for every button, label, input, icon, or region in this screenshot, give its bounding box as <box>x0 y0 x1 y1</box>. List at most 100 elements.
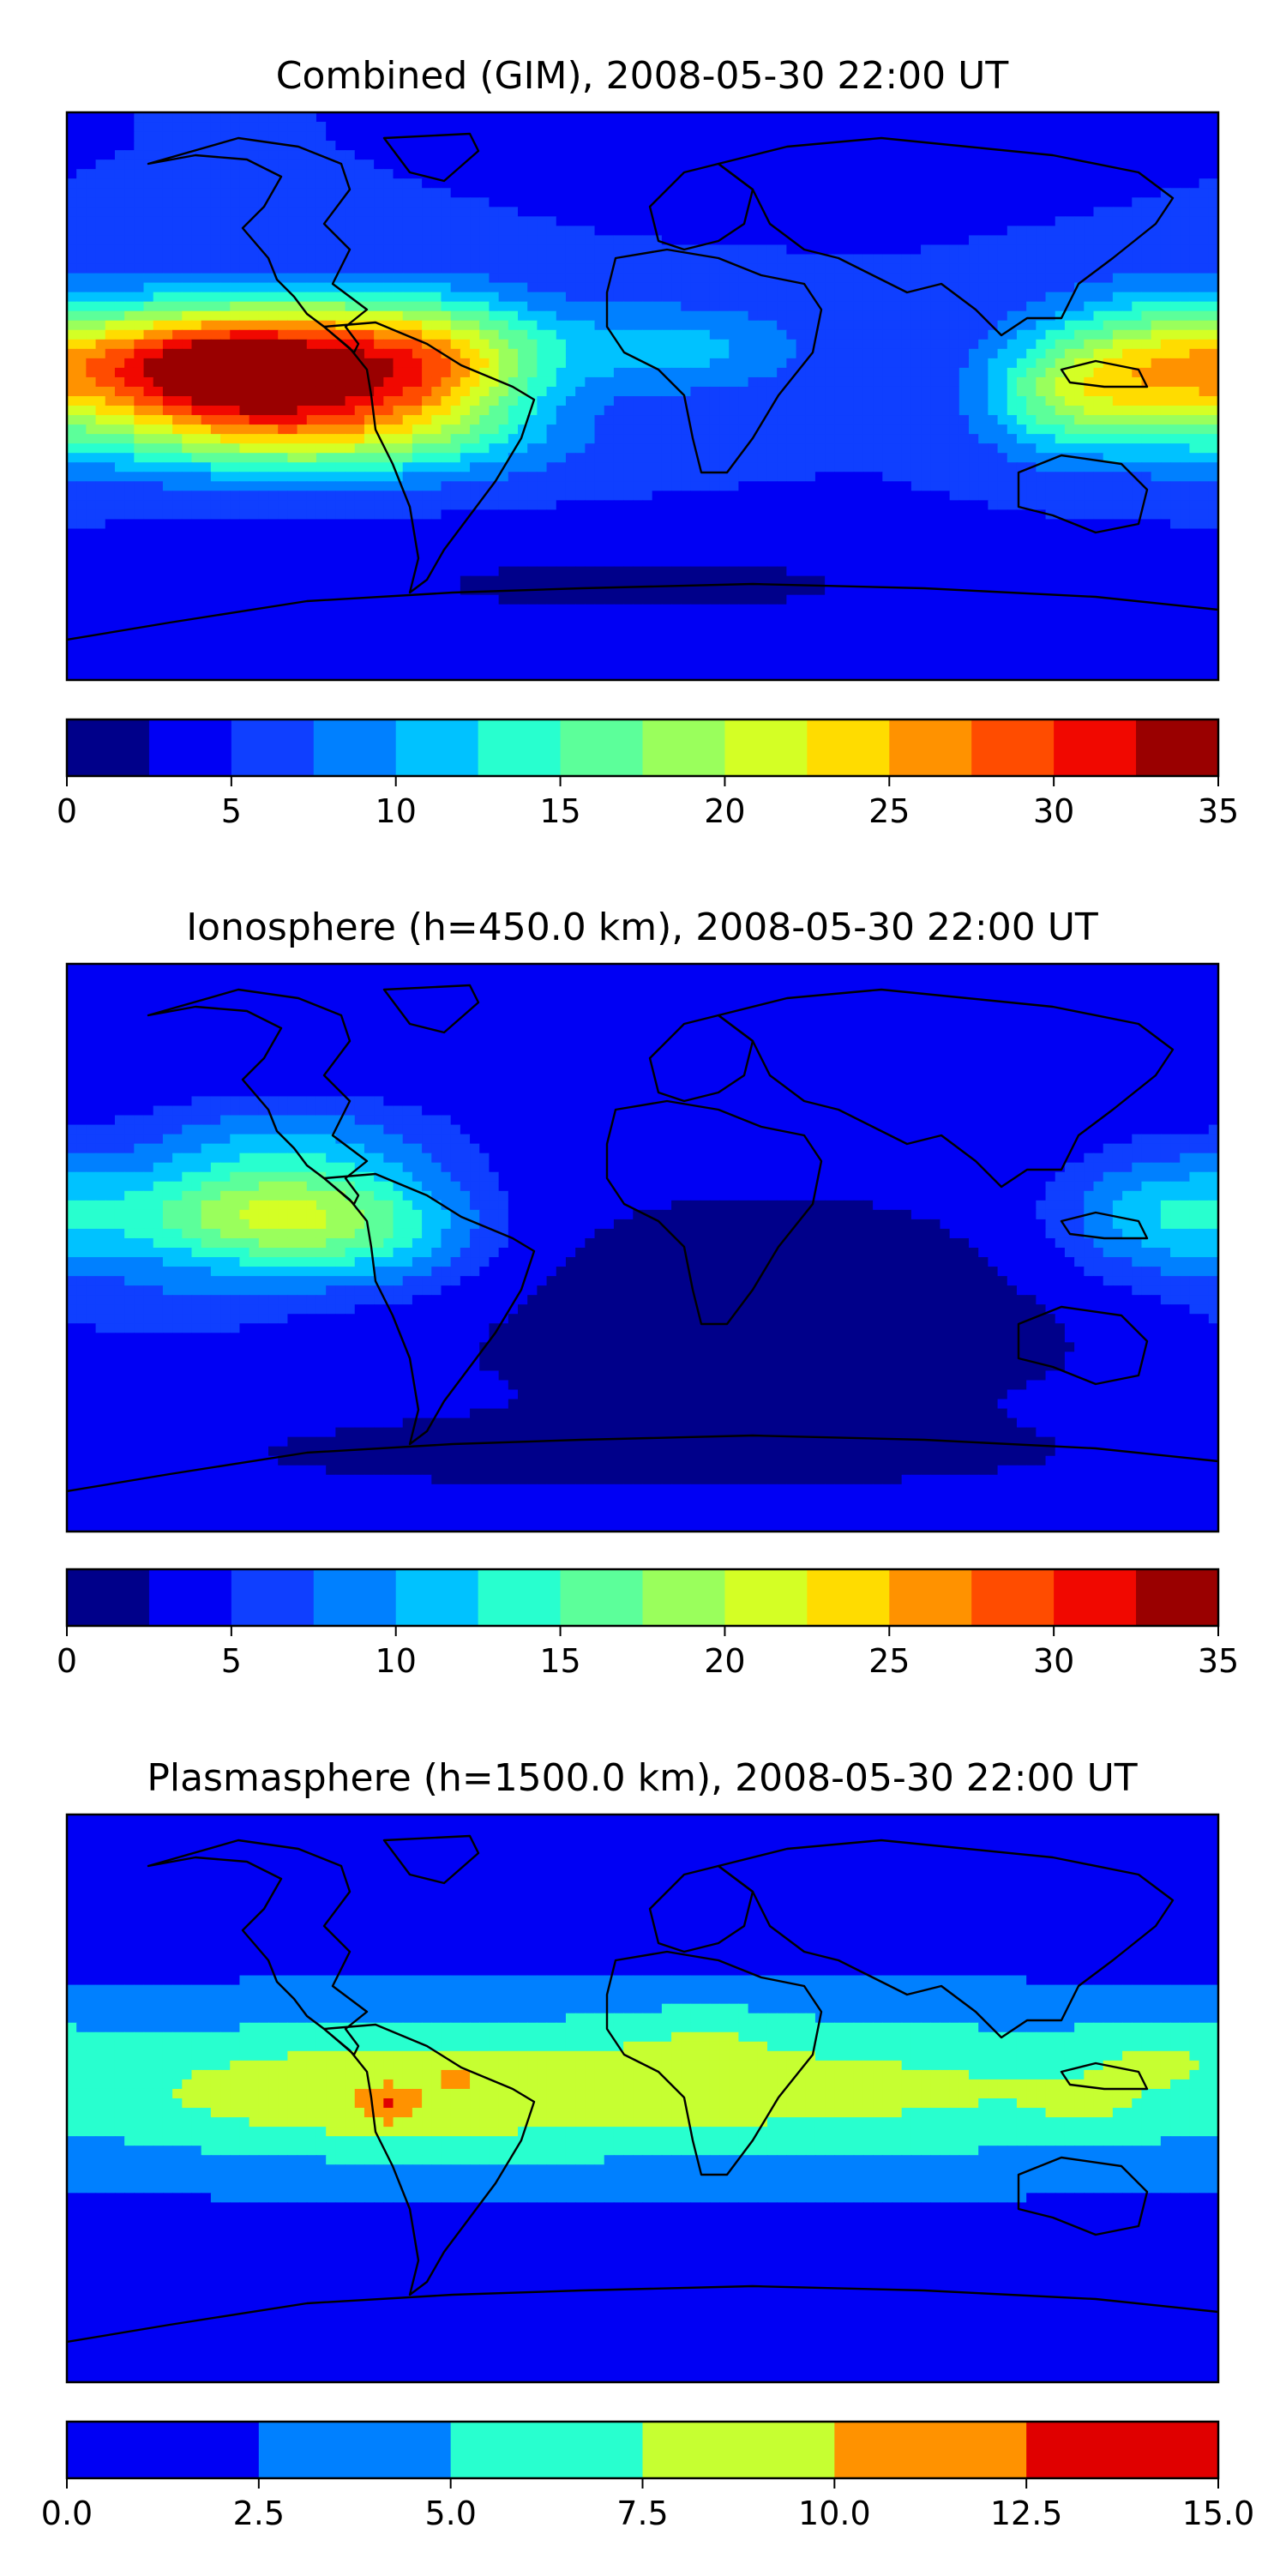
heatmap-cell <box>997 358 1008 369</box>
heatmap-cell <box>76 367 87 378</box>
heatmap-cell <box>1084 197 1095 208</box>
heatmap-cell <box>249 292 260 303</box>
heatmap-cell <box>729 491 740 501</box>
heatmap-cell <box>306 491 317 501</box>
heatmap-cell <box>95 112 106 123</box>
heatmap-cell <box>921 131 931 141</box>
heatmap-cell <box>450 197 461 208</box>
heatmap-cell <box>134 159 145 170</box>
heatmap-cell <box>805 178 816 189</box>
heatmap-cell <box>287 273 298 284</box>
heatmap-cell <box>757 282 768 293</box>
heatmap-cell <box>901 244 912 256</box>
heatmap-cell <box>652 254 663 265</box>
heatmap-cell <box>709 424 720 435</box>
heatmap-cell <box>565 376 576 388</box>
heatmap-cell <box>95 226 106 237</box>
heatmap-cell <box>757 254 768 265</box>
heatmap-cell <box>910 443 922 454</box>
heatmap-cell <box>297 339 308 350</box>
heatmap-cell <box>1103 188 1114 198</box>
heatmap-cell <box>709 462 720 472</box>
heatmap-cell <box>249 301 260 312</box>
heatmap-cell <box>345 434 356 444</box>
heatmap-cell <box>1036 424 1047 435</box>
heatmap-cell <box>623 320 634 331</box>
heatmap-cell <box>700 443 711 454</box>
heatmap-cell <box>450 406 461 416</box>
heatmap-cell <box>354 396 365 406</box>
heatmap-cell <box>268 150 279 160</box>
heatmap-cell <box>748 386 759 397</box>
heatmap-cell <box>766 462 778 472</box>
heatmap-cell <box>786 310 797 322</box>
heatmap-cell <box>1132 434 1143 444</box>
heatmap-cell <box>278 386 289 397</box>
heatmap-cell <box>766 376 778 388</box>
heatmap-cell <box>441 462 452 472</box>
heatmap-cell <box>402 434 413 444</box>
heatmap-cell <box>738 292 749 303</box>
heatmap-cell <box>613 358 624 369</box>
heatmap-cell <box>1026 159 1037 170</box>
heatmap-cell <box>393 292 404 303</box>
heatmap-cell <box>67 462 77 472</box>
heatmap-cell <box>777 434 787 444</box>
heatmap-cell <box>1170 263 1181 274</box>
heatmap-cell <box>537 131 548 141</box>
heatmap-cell <box>1141 159 1152 170</box>
heatmap-cell <box>1064 141 1075 151</box>
heatmap-cell <box>709 263 720 274</box>
heatmap-cell <box>958 263 970 274</box>
heatmap-cell <box>949 443 960 454</box>
heatmap-cell <box>681 367 692 378</box>
heatmap-cell <box>623 112 634 123</box>
heatmap-cell <box>901 406 912 416</box>
heatmap-cell <box>825 122 835 132</box>
heatmap-cell <box>268 159 279 170</box>
heatmap-cell <box>969 376 979 388</box>
heatmap-cell <box>575 320 586 331</box>
heatmap-cell <box>604 434 615 444</box>
heatmap-cell <box>1160 301 1171 312</box>
heatmap-cell <box>1180 226 1191 237</box>
heatmap-cell <box>1112 491 1123 501</box>
heatmap-cell <box>1103 178 1114 189</box>
heatmap-cell <box>345 207 356 217</box>
heatmap-cell <box>940 226 951 237</box>
heatmap-cell <box>1199 122 1210 132</box>
heatmap-cell <box>249 282 260 293</box>
heatmap-cell <box>134 141 145 151</box>
heatmap-cell <box>575 169 586 179</box>
heatmap-cell <box>402 424 413 435</box>
heatmap-cell <box>1199 320 1210 331</box>
heatmap-cell <box>1055 112 1066 123</box>
heatmap-cell <box>757 358 768 369</box>
heatmap-cell <box>892 141 903 151</box>
heatmap-cell <box>690 273 701 284</box>
heatmap-cell <box>853 462 864 472</box>
heatmap-cell <box>575 188 586 198</box>
heatmap-cell <box>652 443 663 454</box>
heatmap-cell <box>796 472 807 482</box>
heatmap-cell <box>431 235 442 246</box>
heatmap-cell <box>1170 226 1181 237</box>
heatmap-cell <box>374 282 384 293</box>
heatmap-cell <box>661 386 672 397</box>
heatmap-cell <box>278 159 289 170</box>
heatmap-cell <box>958 197 970 208</box>
heatmap-cell <box>345 112 356 123</box>
heatmap-cell <box>1189 141 1200 151</box>
heatmap-cell <box>258 216 269 226</box>
heatmap-cell <box>230 348 241 359</box>
heatmap-cell <box>1103 348 1114 359</box>
heatmap-cell <box>613 159 624 170</box>
heatmap-cell <box>1151 462 1162 472</box>
heatmap-cell <box>287 443 298 454</box>
heatmap-cell <box>748 159 759 170</box>
heatmap-cell <box>1093 292 1104 303</box>
heatmap-cell <box>594 491 605 501</box>
heatmap-cell <box>479 141 490 151</box>
heatmap-cell <box>1122 386 1133 397</box>
heatmap-cell <box>306 434 317 444</box>
